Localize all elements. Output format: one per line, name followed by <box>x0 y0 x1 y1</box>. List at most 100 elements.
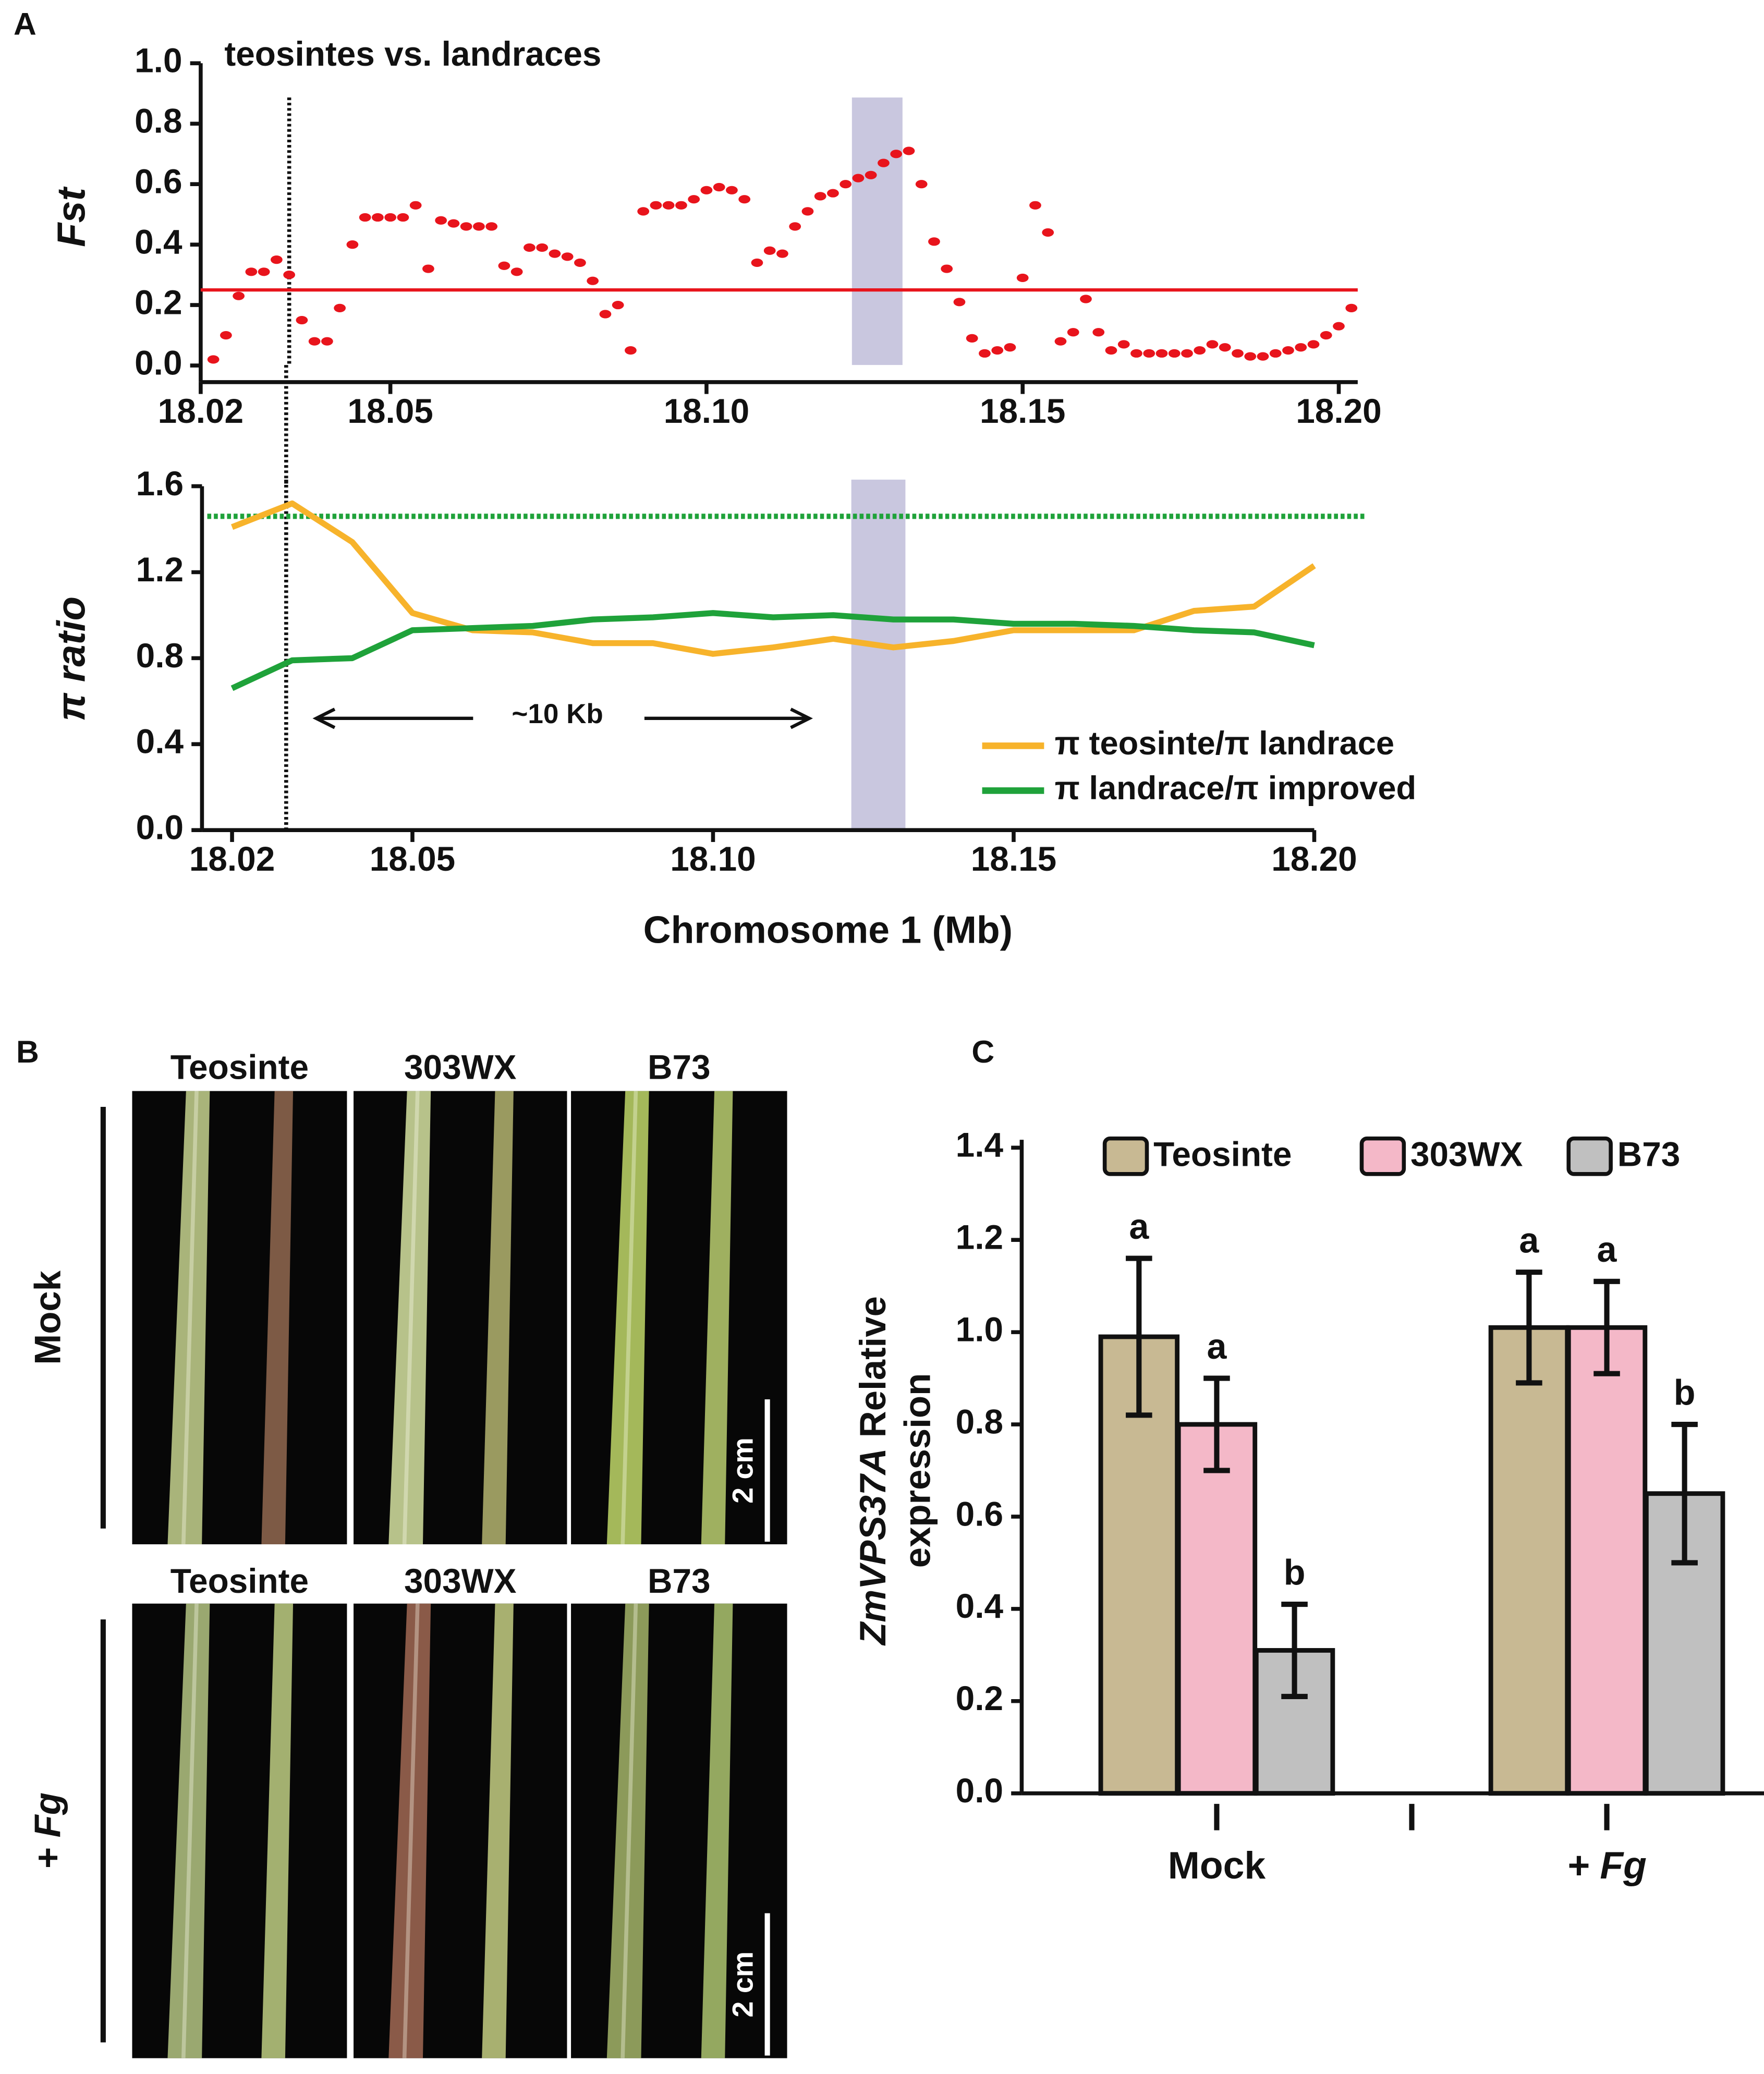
column-label: Teosinte <box>171 1048 309 1087</box>
column-label: B73 <box>648 1562 711 1600</box>
stalk <box>701 1091 733 1545</box>
point <box>1105 346 1117 355</box>
point <box>1042 228 1054 237</box>
point <box>1232 349 1244 358</box>
row-label: Mock <box>27 1270 68 1365</box>
point <box>207 355 220 364</box>
point <box>903 147 915 155</box>
point <box>865 170 877 179</box>
point <box>510 267 523 276</box>
point <box>789 222 801 231</box>
point <box>220 331 232 340</box>
point <box>713 182 725 192</box>
point <box>599 310 612 319</box>
point <box>801 207 814 216</box>
y-tick-label: 1.0 <box>956 1310 1003 1348</box>
x-tick-label: 18.10 <box>670 840 756 878</box>
legend-label: Teosinte <box>1153 1135 1292 1173</box>
point <box>1016 273 1029 283</box>
x-tick-label: 18.20 <box>1296 392 1381 430</box>
photo-panel: B Teosinte 303WX B73 Mock 2 cm Teosinte 303WX B… <box>16 1034 787 2058</box>
point <box>587 276 599 285</box>
stalk-highlight <box>402 1091 420 1545</box>
point <box>662 201 675 210</box>
significance-label: a <box>1519 1221 1539 1261</box>
x-tick-label: 18.15 <box>980 392 1065 430</box>
y-tick-label: 1.2 <box>956 1218 1003 1256</box>
point <box>814 192 826 201</box>
column-label: Teosinte <box>171 1562 309 1600</box>
point <box>890 150 903 158</box>
y-tick-label: 1.6 <box>136 465 184 503</box>
bar <box>1566 1325 1648 1796</box>
point <box>1117 340 1130 349</box>
point <box>258 267 270 276</box>
point <box>233 291 245 300</box>
point <box>271 255 283 264</box>
point <box>625 346 637 355</box>
point <box>1244 352 1257 361</box>
arrow <box>312 707 473 729</box>
y-tick-label: 0.8 <box>956 1402 1003 1441</box>
significance-label: b <box>1284 1553 1306 1592</box>
bar <box>1488 1325 1570 1796</box>
error-bar <box>1593 1278 1620 1376</box>
chart-title: teosintes vs. landraces <box>224 35 601 73</box>
x-tick-label: 18.20 <box>1271 840 1357 878</box>
point <box>953 298 966 307</box>
stalk <box>606 1091 649 1545</box>
stalk <box>388 1603 431 2058</box>
panel-label: A <box>14 6 37 42</box>
photo <box>132 1603 347 2058</box>
point <box>561 252 574 261</box>
y-tick-label: 0.2 <box>956 1679 1003 1717</box>
y-axis-label: Fst <box>49 186 93 247</box>
column-label: B73 <box>648 1048 711 1087</box>
y-tick-label: 1.4 <box>956 1126 1004 1164</box>
x-tick-label: 18.02 <box>189 840 275 878</box>
significance-label: b <box>1674 1373 1696 1412</box>
y-tick-label: 0.4 <box>956 1587 1004 1625</box>
row-label: + Fg <box>27 1792 68 1869</box>
point <box>1080 295 1092 303</box>
point <box>245 267 258 276</box>
scale-bar-label: 2 cm <box>726 1437 759 1504</box>
point <box>991 346 1004 355</box>
photo <box>354 1091 567 1545</box>
point <box>296 315 308 325</box>
legend-swatch <box>1102 1136 1149 1176</box>
y-tick-label: 0.2 <box>135 283 182 321</box>
point <box>422 264 434 273</box>
y-tick-label: 1.0 <box>135 42 182 80</box>
point <box>574 258 586 267</box>
x-tick-label: 18.02 <box>158 392 244 430</box>
error-bar <box>1671 1421 1698 1566</box>
y-tick-label: 0.0 <box>956 1772 1003 1810</box>
x-axis-label: Chromosome 1 (Mb) <box>643 909 1013 951</box>
stalk-highlight <box>402 1603 420 2058</box>
legend-label: π landrace/π improved <box>1055 770 1417 807</box>
legend-label: B73 <box>1617 1135 1681 1173</box>
scale-bar-label: 2 cm <box>726 1951 759 2018</box>
point <box>359 213 371 222</box>
shaded-region <box>851 97 903 365</box>
y-tick-label: 0.8 <box>135 102 182 140</box>
point <box>1194 346 1206 355</box>
photo <box>354 1603 567 2058</box>
legend-label: π teosinte/π landrace <box>1055 725 1394 762</box>
series-line <box>230 610 1315 691</box>
error-bar <box>1516 1270 1542 1386</box>
y-tick-label: 0.6 <box>135 163 182 201</box>
y-tick-label: 0.0 <box>136 809 184 847</box>
y-axis-label-text: Relative <box>852 1296 893 1437</box>
point <box>738 195 751 204</box>
stalk <box>482 1091 514 1545</box>
point <box>700 186 713 194</box>
column-label: 303WX <box>404 1562 517 1600</box>
point <box>308 337 321 346</box>
point <box>1333 322 1345 331</box>
series-line <box>230 500 1316 657</box>
x-tick-label: 18.05 <box>370 840 455 878</box>
point <box>1307 340 1320 349</box>
